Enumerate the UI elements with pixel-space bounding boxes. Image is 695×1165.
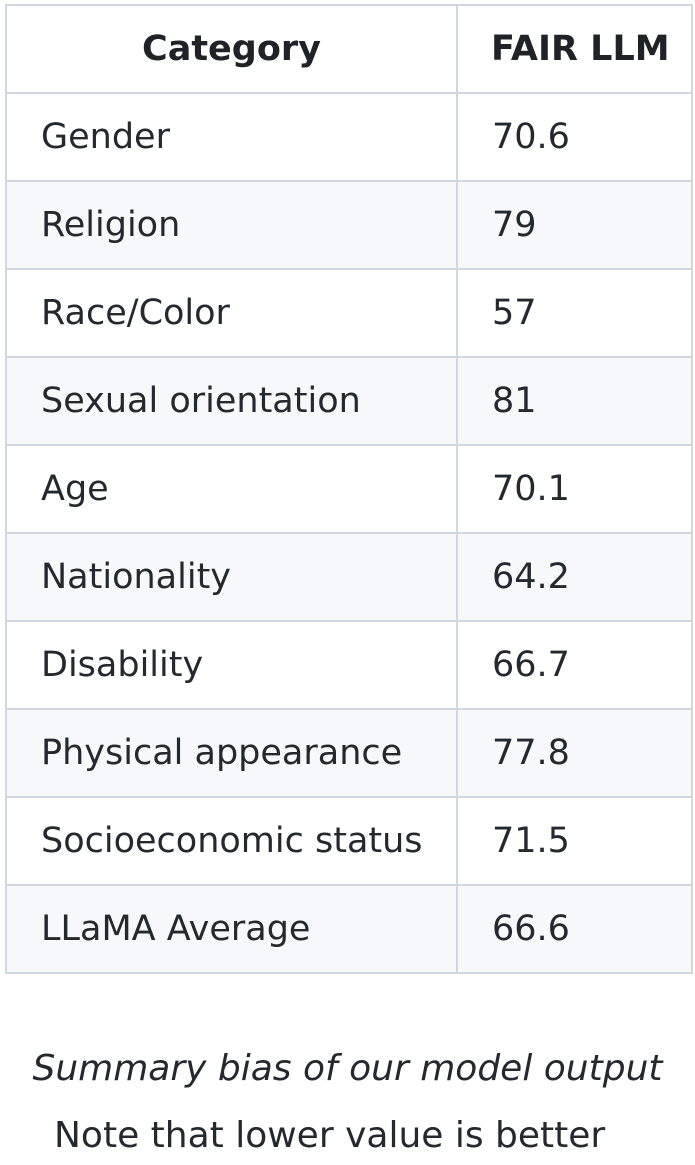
table-note: Note that lower value is better bbox=[54, 1115, 606, 1156]
category-cell: Age bbox=[5, 444, 458, 534]
category-cell: LLaMA Average bbox=[5, 884, 458, 974]
value-cell: 64.2 bbox=[456, 532, 693, 622]
table-row: LLaMA Average 66.6 bbox=[5, 884, 693, 974]
value-cell: 66.6 bbox=[456, 884, 693, 974]
value-cell: 79 bbox=[456, 180, 693, 270]
category-cell: Religion bbox=[5, 180, 458, 270]
category-cell: Socioeconomic status bbox=[5, 796, 458, 886]
value-cell: 70.6 bbox=[456, 92, 693, 182]
bias-table-container: Category FAIR LLM Gender 70.6 Religion 7… bbox=[5, 4, 693, 974]
column-header-category: Category bbox=[5, 4, 458, 94]
table-row: Religion 79 bbox=[5, 180, 693, 270]
value-cell: 77.8 bbox=[456, 708, 693, 798]
table-row: Sexual orientation 81 bbox=[5, 356, 693, 446]
category-cell: Physical appearance bbox=[5, 708, 458, 798]
table-row: Socioeconomic status 71.5 bbox=[5, 796, 693, 886]
table-row: Gender 70.6 bbox=[5, 92, 693, 182]
table-header-row: Category FAIR LLM bbox=[5, 4, 693, 94]
value-cell: 66.7 bbox=[456, 620, 693, 710]
table-row: Physical appearance 77.8 bbox=[5, 708, 693, 798]
table-row: Disability 66.7 bbox=[5, 620, 693, 710]
category-cell: Gender bbox=[5, 92, 458, 182]
category-cell: Race/Color bbox=[5, 268, 458, 358]
column-header-fair-llm: FAIR LLM bbox=[456, 4, 693, 94]
table-row: Race/Color 57 bbox=[5, 268, 693, 358]
value-cell: 71.5 bbox=[456, 796, 693, 886]
table-row: Age 70.1 bbox=[5, 444, 693, 534]
category-cell: Sexual orientation bbox=[5, 356, 458, 446]
table-row: Nationality 64.2 bbox=[5, 532, 693, 622]
value-cell: 81 bbox=[456, 356, 693, 446]
category-cell: Disability bbox=[5, 620, 458, 710]
table-caption: Summary bias of our model output bbox=[32, 1048, 663, 1089]
value-cell: 70.1 bbox=[456, 444, 693, 534]
bias-summary-table: Category FAIR LLM Gender 70.6 Religion 7… bbox=[5, 4, 693, 974]
category-cell: Nationality bbox=[5, 532, 458, 622]
value-cell: 57 bbox=[456, 268, 693, 358]
